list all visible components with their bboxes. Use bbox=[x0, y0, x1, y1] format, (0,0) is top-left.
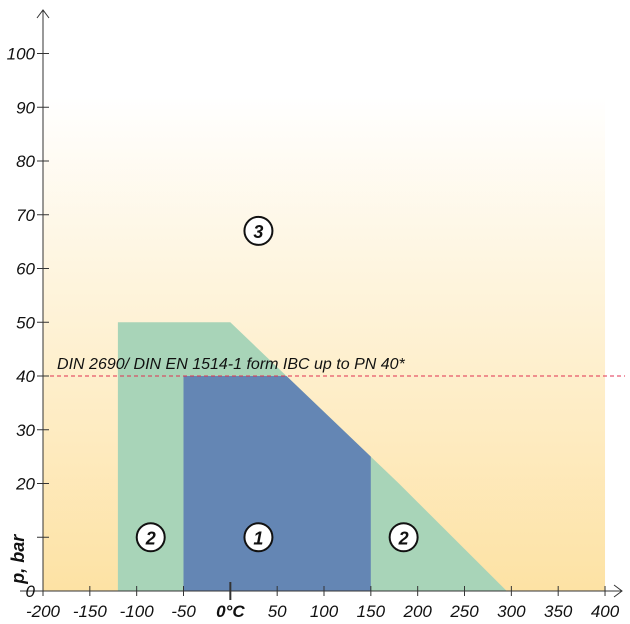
x-tick-label-0: 0°C bbox=[216, 602, 245, 621]
x-axis-arrow bbox=[613, 584, 623, 598]
zone-label-circle-2 bbox=[243, 522, 274, 553]
zone-label-2: 1 bbox=[253, 528, 263, 548]
x-tick-label-250: 250 bbox=[449, 602, 479, 621]
x-tick-label-400: 400 bbox=[591, 602, 620, 621]
y-tick-label-20: 20 bbox=[15, 475, 35, 494]
zone-1-area-1 bbox=[183, 376, 371, 591]
y-tick-label-80: 80 bbox=[16, 152, 35, 171]
reference-line-layer: DIN 2690/ DIN EN 1514-1 form IBC up to P… bbox=[43, 356, 626, 377]
axes-layer: 0 20 30 40 50 60 70 80 90 100 -200 -150 -100 -50 0°C 50… bbox=[7, 9, 623, 621]
zone-label-circle-3 bbox=[388, 522, 419, 553]
y-axis-title: p, bar bbox=[8, 534, 28, 585]
y-tick-label-40: 40 bbox=[16, 367, 35, 386]
y-tick-label-100: 100 bbox=[7, 45, 36, 64]
y-tick-label-90: 90 bbox=[16, 98, 35, 117]
y-tick-label-50: 50 bbox=[16, 313, 35, 332]
x-tick-label--150: -150 bbox=[73, 602, 108, 621]
x-tick-label-100: 100 bbox=[310, 602, 339, 621]
zone-label-circle-1 bbox=[135, 522, 166, 553]
y-tick-label-70: 70 bbox=[16, 206, 35, 225]
zone-label-0: 3 bbox=[253, 222, 263, 242]
zone-label-1: 2 bbox=[145, 528, 156, 548]
x-tick-label-200: 200 bbox=[402, 602, 432, 621]
labels-layer: 3 2 1 2 bbox=[135, 215, 419, 553]
x-tick-label-50: 50 bbox=[268, 602, 287, 621]
y-axis-arrow bbox=[36, 9, 50, 19]
y-tick-label-0: 0 bbox=[26, 582, 36, 601]
reference-line-label: DIN 2690/ DIN EN 1514-1 form IBC up to P… bbox=[57, 356, 405, 373]
x-tick-label-350: 350 bbox=[544, 602, 573, 621]
x-tick-label-300: 300 bbox=[497, 602, 526, 621]
x-tick-label--100: -100 bbox=[120, 602, 155, 621]
x-tick-label--50: -50 bbox=[171, 602, 196, 621]
y-tick-label-60: 60 bbox=[16, 260, 35, 279]
y-tick-label-30: 30 bbox=[16, 421, 35, 440]
zone-label-circle-0 bbox=[243, 215, 274, 246]
x-tick-label--200: -200 bbox=[26, 602, 61, 621]
x-tick-label-150: 150 bbox=[357, 602, 386, 621]
zone-label-3: 2 bbox=[398, 528, 409, 548]
